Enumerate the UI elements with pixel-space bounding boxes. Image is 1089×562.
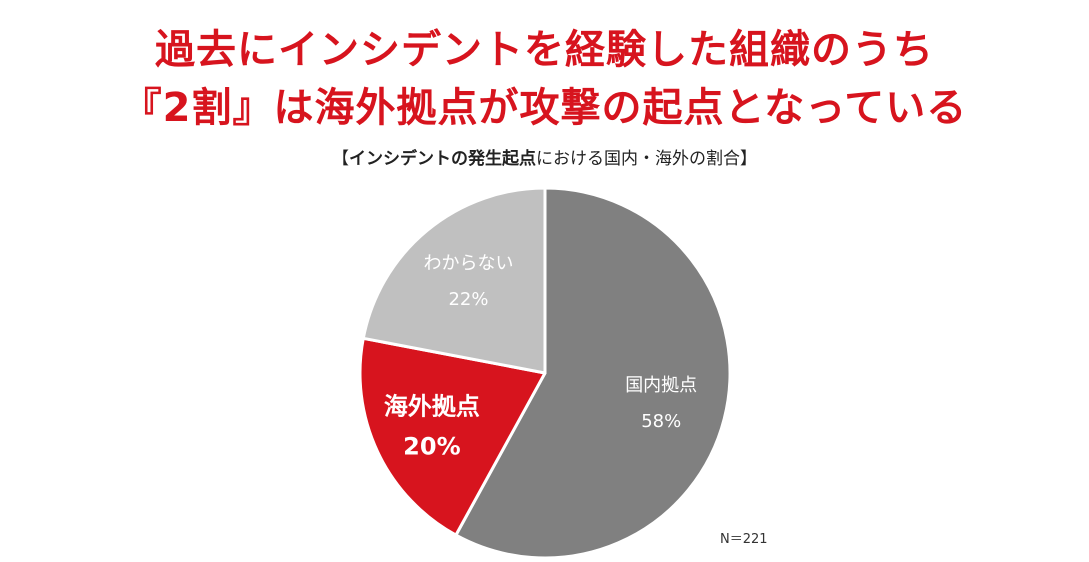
- slice-name-label-0: 国内拠点: [625, 375, 697, 396]
- sample-size-note: N＝221: [720, 532, 768, 547]
- pie-slice-2: [361, 186, 547, 375]
- subtitle-open-bracket: 【: [332, 149, 349, 169]
- chart-subtitle: 【インシデントの発生起点における国内・海外の割合】: [0, 147, 1089, 171]
- headline-line-1: 過去にインシデントを経験した組織のうち: [155, 27, 934, 73]
- slice-value-label-2: 22%: [448, 289, 488, 310]
- slice-value-label-0: 58%: [641, 411, 681, 432]
- headline-line-2: 『2割』は海外拠点が攻撃の起点となっている: [121, 85, 968, 131]
- subtitle-close-bracket: 】: [740, 149, 757, 169]
- pie-slice-0: [454, 186, 732, 560]
- subtitle-bold-part: インシデントの発生起点: [349, 149, 536, 169]
- slice-name-label-2: わからない: [424, 253, 514, 274]
- slice-value-label-1: 20%: [403, 433, 460, 461]
- pie-slice-1: [358, 336, 547, 537]
- slice-name-label-1: 海外拠点: [384, 393, 480, 421]
- subtitle-rest-part: における国内・海外の割合: [536, 149, 740, 169]
